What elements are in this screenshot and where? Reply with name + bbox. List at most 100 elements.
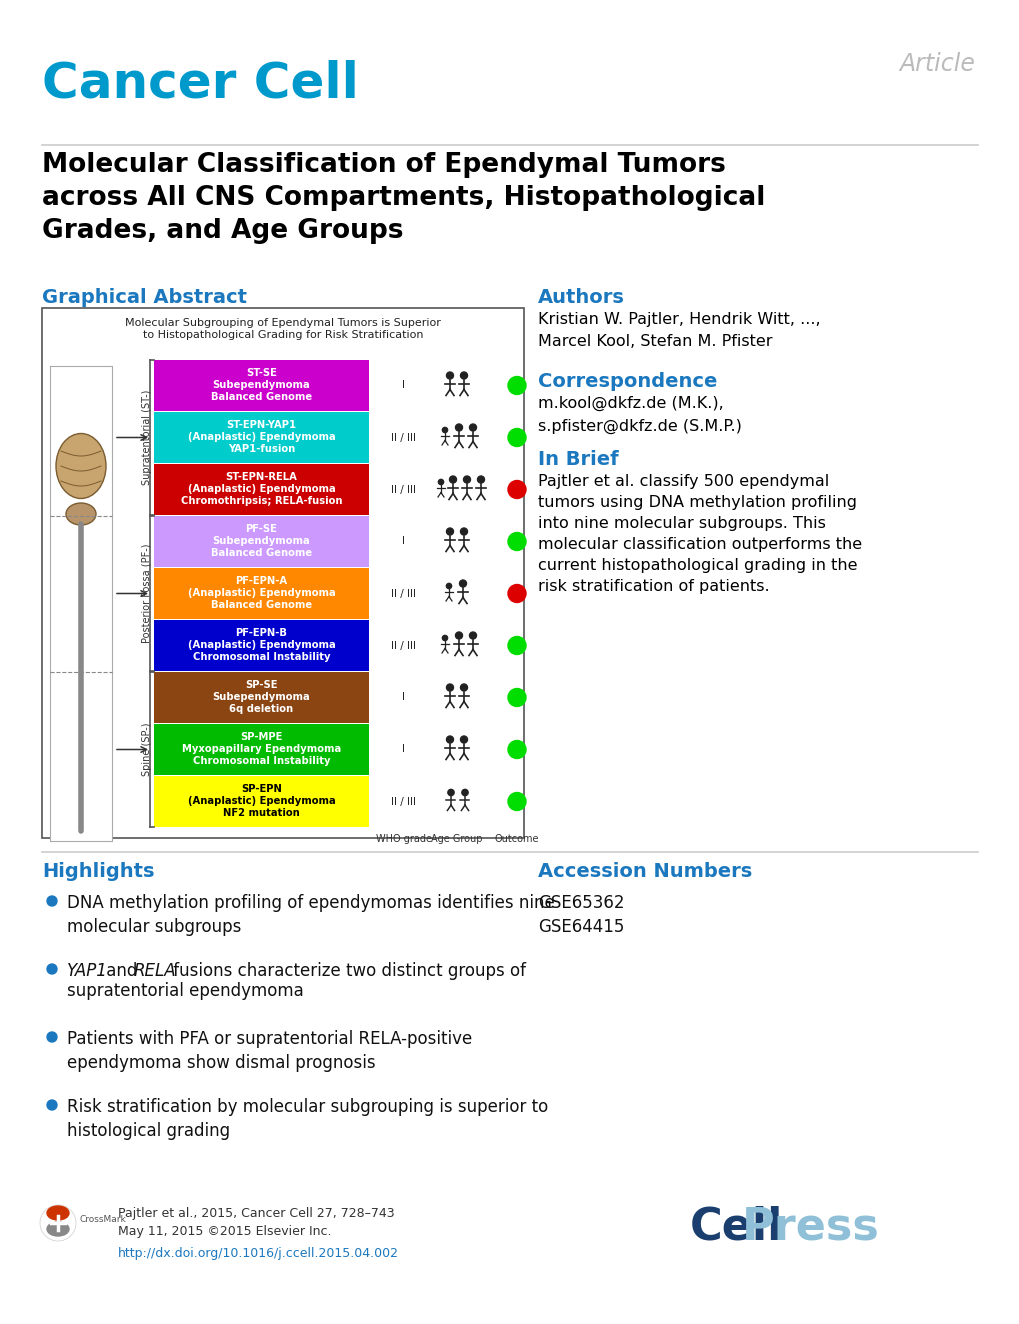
Bar — [154, 776, 369, 828]
Text: Spine (SP-): Spine (SP-) — [142, 723, 152, 776]
Circle shape — [442, 428, 447, 433]
Text: DNA methylation profiling of ependymomas identifies nine
molecular subgroups: DNA methylation profiling of ependymomas… — [67, 894, 554, 936]
Circle shape — [449, 477, 457, 483]
Circle shape — [463, 477, 470, 483]
Bar — [42, 308, 524, 838]
Text: II / III: II / III — [391, 588, 416, 598]
Text: I: I — [403, 536, 406, 547]
Circle shape — [507, 688, 526, 707]
Text: Kristian W. Pajtler, Hendrik Witt, ...,
Marcel Kool, Stefan M. Pfister: Kristian W. Pajtler, Hendrik Witt, ..., … — [537, 312, 820, 350]
Ellipse shape — [66, 503, 96, 526]
Text: Correspondence: Correspondence — [537, 372, 716, 391]
Circle shape — [477, 477, 484, 483]
Text: Age Group: Age Group — [431, 834, 482, 843]
Bar — [154, 360, 369, 410]
Circle shape — [507, 481, 526, 499]
Bar — [154, 412, 369, 463]
Text: I: I — [403, 380, 406, 391]
Text: Press: Press — [741, 1205, 879, 1249]
Bar — [154, 673, 369, 723]
Text: Cell: Cell — [689, 1205, 783, 1249]
Circle shape — [460, 528, 467, 535]
Bar — [50, 365, 112, 841]
Circle shape — [47, 1031, 57, 1042]
Circle shape — [469, 424, 476, 432]
Text: II / III: II / III — [391, 433, 416, 442]
Text: fusions characterize two distinct groups of: fusions characterize two distinct groups… — [168, 963, 526, 980]
Circle shape — [446, 736, 453, 743]
Circle shape — [47, 1100, 57, 1110]
Text: supratentorial ependymoma: supratentorial ependymoma — [67, 982, 304, 1000]
Circle shape — [47, 964, 57, 974]
Text: Outcome: Outcome — [494, 834, 539, 843]
Text: m.kool@dkfz.de (M.K.),
s.pfister@dkfz.de (S.M.P.): m.kool@dkfz.de (M.K.), s.pfister@dkfz.de… — [537, 396, 741, 433]
Circle shape — [447, 789, 453, 796]
Circle shape — [446, 584, 451, 589]
Ellipse shape — [47, 1206, 69, 1219]
Text: Pajtler et al., 2015, Cancer Cell 27, 728–743
May 11, 2015 ©2015 Elsevier Inc.: Pajtler et al., 2015, Cancer Cell 27, 72… — [118, 1207, 394, 1238]
Text: II / III: II / III — [391, 641, 416, 650]
Text: Posterior Fossa (PF-): Posterior Fossa (PF-) — [142, 544, 152, 643]
Circle shape — [462, 789, 468, 796]
Bar — [154, 516, 369, 567]
Text: I: I — [403, 744, 406, 755]
Bar — [154, 724, 369, 775]
Text: Patients with PFA or supratentorial RELA-positive
ependymoma show dismal prognos: Patients with PFA or supratentorial RELA… — [67, 1030, 472, 1072]
Text: SP-MPE
Myxopapillary Ependymoma
Chromosomal Instability: SP-MPE Myxopapillary Ependymoma Chromoso… — [181, 732, 340, 767]
Circle shape — [446, 528, 453, 535]
Text: ST-SE
Subependymoma
Balanced Genome: ST-SE Subependymoma Balanced Genome — [211, 368, 312, 402]
Text: I: I — [403, 692, 406, 703]
Text: SP-EPN
(Anaplastic) Ependymoma
NF2 mutation: SP-EPN (Anaplastic) Ependymoma NF2 mutat… — [187, 785, 335, 818]
Text: Cancer Cell: Cancer Cell — [42, 60, 359, 109]
Circle shape — [460, 372, 467, 379]
Text: http://dx.doi.org/10.1016/j.ccell.2015.04.002: http://dx.doi.org/10.1016/j.ccell.2015.0… — [118, 1247, 398, 1260]
Text: WHO grade: WHO grade — [376, 834, 432, 843]
Text: II / III: II / III — [391, 797, 416, 806]
Text: GSE65362: GSE65362 — [537, 894, 624, 912]
Circle shape — [438, 479, 443, 485]
Circle shape — [460, 685, 467, 691]
Text: Molecular Classification of Ependymal Tumors
across All CNS Compartments, Histop: Molecular Classification of Ependymal Tu… — [42, 152, 764, 244]
Text: ST-EPN-RELA
(Anaplastic) Ependymoma
Chromothripsis; RELA-fusion: ST-EPN-RELA (Anaplastic) Ependymoma Chro… — [180, 473, 342, 507]
Ellipse shape — [47, 1222, 69, 1237]
Text: Risk stratification by molecular subgrouping is superior to
histological grading: Risk stratification by molecular subgrou… — [67, 1098, 548, 1140]
Text: Graphical Abstract: Graphical Abstract — [42, 289, 247, 307]
Text: II / III: II / III — [391, 485, 416, 494]
Text: Article: Article — [898, 52, 974, 75]
Circle shape — [507, 532, 526, 551]
Bar — [154, 568, 369, 620]
Text: and: and — [101, 963, 143, 980]
Text: Pajtler et al. classify 500 ependymal
tumors using DNA methylation profiling
int: Pajtler et al. classify 500 ependymal tu… — [537, 474, 861, 594]
Text: ST-EPN-YAP1
(Anaplastic) Ependymoma
YAP1-fusion: ST-EPN-YAP1 (Anaplastic) Ependymoma YAP1… — [187, 421, 335, 454]
Bar — [154, 620, 369, 671]
Circle shape — [507, 376, 526, 395]
Text: SP-SE
Subependymoma
6q deletion: SP-SE Subependymoma 6q deletion — [212, 681, 310, 715]
Circle shape — [446, 685, 453, 691]
Circle shape — [459, 580, 466, 587]
Text: PF-EPN-B
(Anaplastic) Ependymoma
Chromosomal Instability: PF-EPN-B (Anaplastic) Ependymoma Chromos… — [187, 629, 335, 662]
Text: YAP1: YAP1 — [67, 963, 108, 980]
Text: Accession Numbers: Accession Numbers — [537, 862, 752, 880]
Circle shape — [455, 424, 462, 432]
Circle shape — [442, 636, 447, 641]
Circle shape — [455, 632, 462, 639]
Circle shape — [47, 896, 57, 906]
Text: Supratentorial (ST-): Supratentorial (ST-) — [142, 389, 152, 485]
Text: PF-SE
Subependymoma
Balanced Genome: PF-SE Subependymoma Balanced Genome — [211, 524, 312, 559]
Text: CrossMark: CrossMark — [79, 1215, 126, 1223]
Text: Authors: Authors — [537, 289, 625, 307]
Text: Molecular Subgrouping of Ependymal Tumors is Superior
to Histopathological Gradi: Molecular Subgrouping of Ependymal Tumor… — [125, 318, 440, 340]
Circle shape — [40, 1205, 76, 1241]
Text: Highlights: Highlights — [42, 862, 154, 880]
Text: PF-EPN-A
(Anaplastic) Ependymoma
Balanced Genome: PF-EPN-A (Anaplastic) Ependymoma Balance… — [187, 576, 335, 610]
Circle shape — [507, 429, 526, 446]
Circle shape — [507, 584, 526, 602]
Text: RELA: RELA — [133, 963, 176, 980]
Text: In Brief: In Brief — [537, 450, 618, 469]
Text: GSE64415: GSE64415 — [537, 918, 624, 936]
Ellipse shape — [56, 433, 106, 499]
Bar — [154, 463, 369, 515]
Circle shape — [460, 736, 467, 743]
Circle shape — [446, 372, 453, 379]
Circle shape — [507, 637, 526, 654]
